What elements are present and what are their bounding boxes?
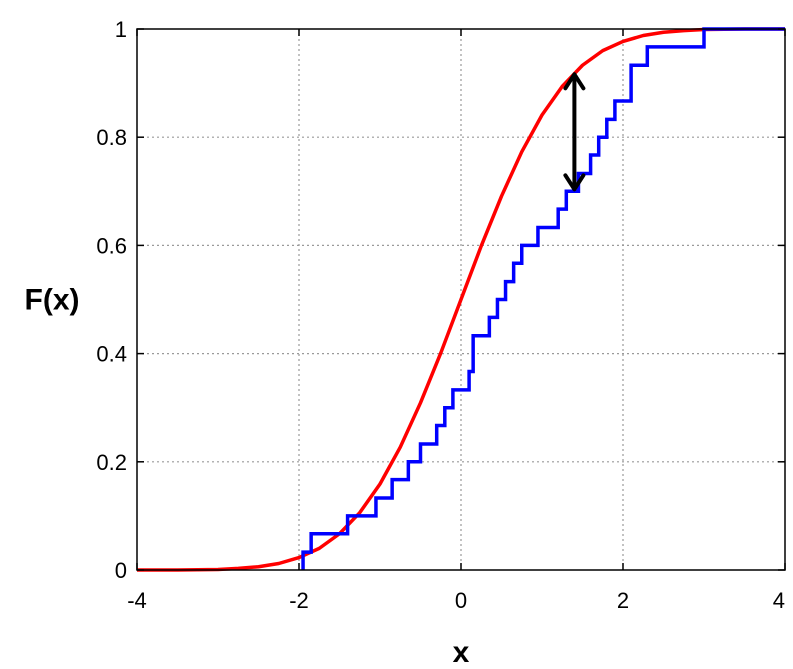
empirical-cdf-step-line — [301, 27, 785, 570]
x-tick-label: -2 — [289, 588, 309, 613]
y-tick-label: 1 — [115, 17, 127, 42]
x-tick-label: 0 — [455, 588, 467, 613]
series-lines — [137, 27, 785, 572]
y-tick-label: 0 — [115, 558, 127, 583]
y-tick-label: 0.4 — [96, 342, 127, 367]
annotation-layer — [563, 72, 586, 192]
y-tick-labels: 0 0.2 0.4 0.6 0.8 1 — [96, 17, 127, 583]
difference-arrow-head-top — [563, 72, 586, 91]
x-tick-label: 2 — [617, 588, 629, 613]
x-axis-label: x — [453, 636, 470, 669]
tick-marks — [136, 28, 786, 571]
x-tick-label: -4 — [127, 588, 147, 613]
grid-lines — [137, 29, 785, 570]
y-tick-label: 0.2 — [96, 450, 127, 475]
x-tick-label: 4 — [773, 588, 785, 613]
y-tick-label: 0.8 — [96, 125, 127, 150]
difference-arrow-head-bottom — [563, 173, 586, 192]
y-axis-label: F(x) — [25, 284, 80, 317]
x-tick-labels: -4 -2 0 2 4 — [127, 588, 785, 613]
theoretical-cdf-curve — [137, 27, 785, 572]
y-tick-label: 0.6 — [96, 233, 127, 258]
